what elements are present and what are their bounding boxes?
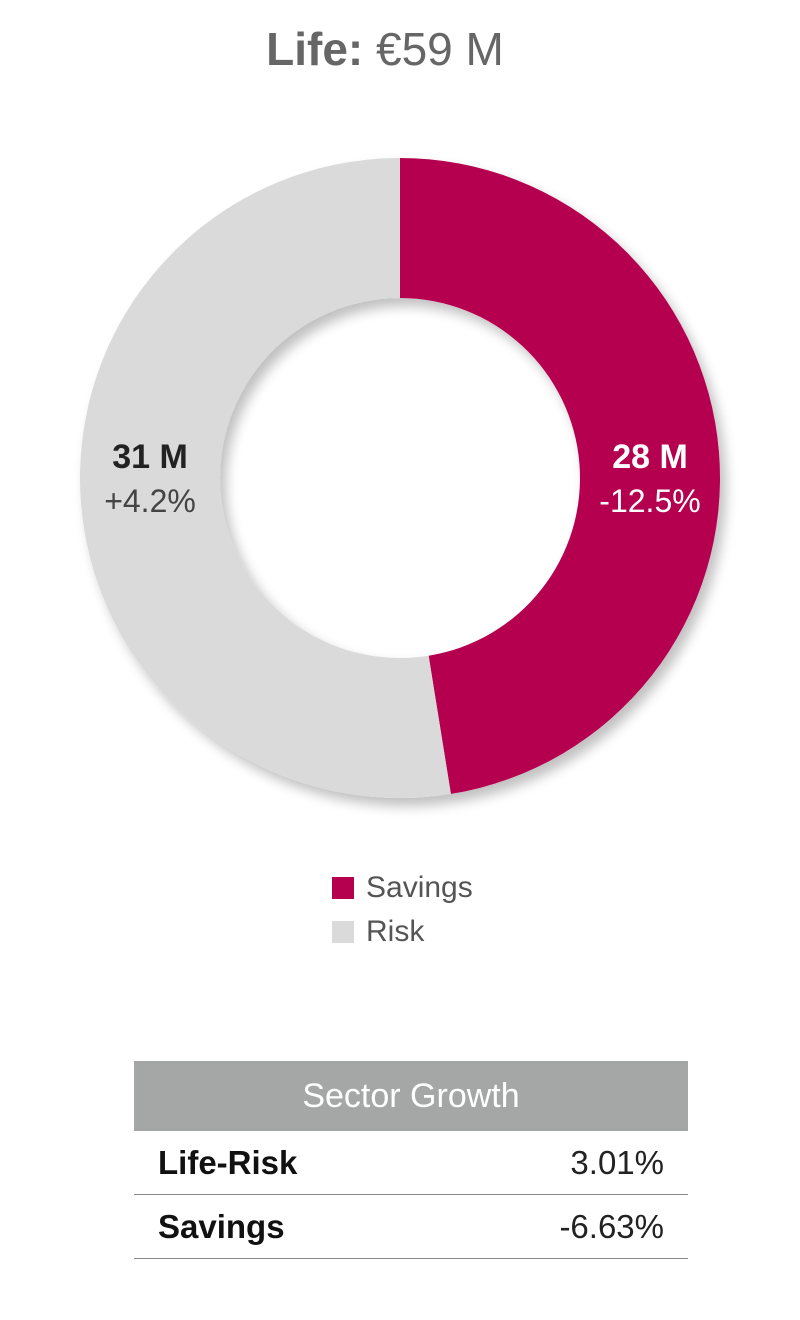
legend-item-savings: Savings [332, 866, 473, 910]
legend-swatch-risk [332, 921, 354, 943]
table-row-savings: Savings -6.63% [134, 1195, 688, 1259]
donut-slices [80, 158, 721, 798]
row-value: -6.63% [559, 1207, 664, 1245]
donut-labels: 28 M -12.5% 31 M +4.2% [104, 438, 701, 519]
slice-change-label-risk: +4.2% [104, 483, 196, 519]
donut-chart: 28 M -12.5% 31 M +4.2% [80, 158, 721, 798]
row-value: 3.01% [570, 1143, 664, 1181]
slice-change-label-savings: -12.5% [599, 483, 700, 519]
legend-swatch-savings [332, 877, 354, 899]
legend-label-savings: Savings [366, 871, 473, 904]
table-row-life-risk: Life-Risk 3.01% [134, 1131, 688, 1195]
slice-value-label-risk: 31 M [112, 438, 188, 476]
legend-item-risk: Risk [332, 910, 473, 954]
sector-growth-table: Sector Growth Life-Risk 3.01% Savings -6… [134, 1061, 688, 1259]
chart-title: Life: €59 M [0, 18, 770, 80]
row-label: Savings [158, 1207, 285, 1245]
chart-title-amount: €59 M [376, 23, 504, 75]
legend-label-risk: Risk [366, 915, 425, 948]
table-header: Sector Growth [134, 1061, 688, 1131]
row-label: Life-Risk [158, 1143, 298, 1181]
slice-risk [80, 158, 451, 798]
chart-title-bold: Life: [266, 23, 364, 75]
legend: Savings Risk [332, 866, 473, 954]
slice-savings [400, 158, 721, 794]
slice-value-label-savings: 28 M [612, 438, 688, 476]
